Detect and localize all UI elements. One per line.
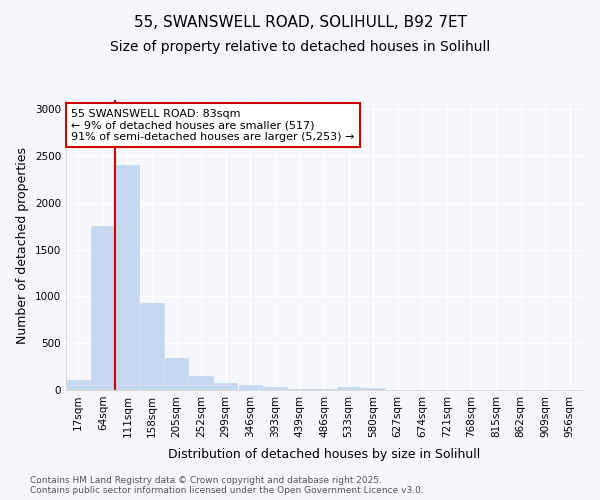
Bar <box>361 388 385 390</box>
Text: 55, SWANSWELL ROAD, SOLIHULL, B92 7ET: 55, SWANSWELL ROAD, SOLIHULL, B92 7ET <box>133 15 467 30</box>
Text: Size of property relative to detached houses in Solihull: Size of property relative to detached ho… <box>110 40 490 54</box>
Bar <box>263 387 287 390</box>
Bar <box>239 386 262 390</box>
Text: Contains HM Land Registry data © Crown copyright and database right 2025.
Contai: Contains HM Land Registry data © Crown c… <box>30 476 424 495</box>
Bar <box>165 358 188 390</box>
Bar <box>140 304 164 390</box>
Bar <box>91 226 115 390</box>
Bar <box>214 382 238 390</box>
Bar <box>337 387 360 390</box>
Bar <box>190 376 213 390</box>
Bar <box>116 166 139 390</box>
Text: 55 SWANSWELL ROAD: 83sqm
← 9% of detached houses are smaller (517)
91% of semi-d: 55 SWANSWELL ROAD: 83sqm ← 9% of detache… <box>71 108 355 142</box>
Y-axis label: Number of detached properties: Number of detached properties <box>16 146 29 344</box>
Bar <box>288 389 311 390</box>
Bar <box>67 380 90 390</box>
X-axis label: Distribution of detached houses by size in Solihull: Distribution of detached houses by size … <box>168 448 480 461</box>
Bar <box>313 389 335 390</box>
